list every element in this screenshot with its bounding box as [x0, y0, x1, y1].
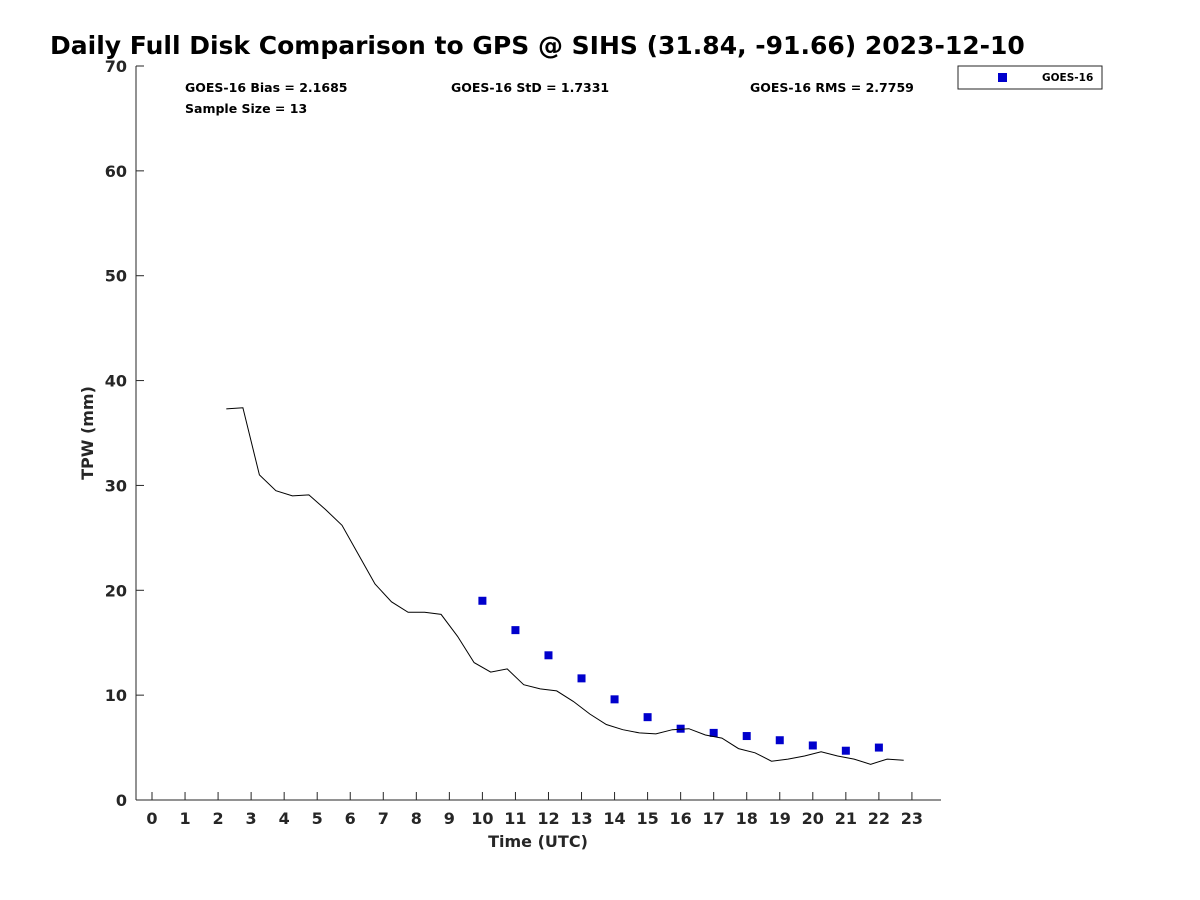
stats-block: GOES-16 Bias = 2.1685 GOES-16 StD = 1.73… — [185, 80, 914, 116]
legend-box — [957, 65, 1103, 90]
x-tick-label: 13 — [570, 809, 592, 828]
y-tick-label: 50 — [105, 267, 127, 286]
x-tick-label: 6 — [345, 809, 356, 828]
goes-16-point — [874, 743, 883, 752]
x-tick-label: 11 — [504, 809, 526, 828]
gps-line — [226, 407, 904, 765]
goes-16-point — [841, 746, 850, 755]
x-tick-label: 10 — [471, 809, 493, 828]
y-ticks: 0 10 20 30 40 50 60 70 — [105, 57, 144, 810]
goes-16-point — [478, 596, 487, 605]
x-axis-label: Time (UTC) — [488, 832, 588, 851]
x-tick-label: 23 — [901, 809, 923, 828]
stat-sample-size: Sample Size = 13 — [185, 101, 307, 116]
x-tick-label: 19 — [769, 809, 791, 828]
goes-16-point — [511, 626, 520, 635]
goes-16-point — [544, 651, 553, 660]
y-axis-label: TPW (mm) — [78, 386, 97, 480]
stat-bias: GOES-16 Bias = 2.1685 — [185, 80, 347, 95]
x-tick-label: 5 — [312, 809, 323, 828]
x-tick-label: 16 — [670, 809, 692, 828]
y-tick-label: 60 — [105, 162, 127, 181]
axes — [135, 66, 941, 801]
stat-std: GOES-16 StD = 1.7331 — [451, 80, 609, 95]
goes-16-point — [709, 728, 718, 737]
x-tick-label: 20 — [802, 809, 824, 828]
plot-area — [226, 407, 904, 765]
y-tick-label: 30 — [105, 476, 127, 495]
x-tick-label: 7 — [378, 809, 389, 828]
x-tick-label: 8 — [411, 809, 422, 828]
stat-rms: GOES-16 RMS = 2.7759 — [750, 80, 914, 95]
goes-16-point — [775, 736, 784, 745]
y-tick-label: 40 — [105, 372, 127, 391]
x-tick-label: 12 — [537, 809, 559, 828]
y-tick-label: 10 — [105, 686, 127, 705]
y-tick-label: 0 — [116, 791, 127, 810]
x-tick-label: 21 — [835, 809, 857, 828]
y-tick-label: 70 — [105, 57, 127, 76]
goes-16-point — [643, 713, 652, 722]
legend: GOES-16 — [957, 65, 1103, 90]
x-tick-label: 3 — [246, 809, 257, 828]
x-tick-label: 14 — [603, 809, 625, 828]
x-tick-label: 4 — [279, 809, 290, 828]
chart-title: Daily Full Disk Comparison to GPS @ SIHS… — [50, 31, 1025, 60]
x-tick-label: 2 — [213, 809, 224, 828]
x-tick-label: 17 — [703, 809, 725, 828]
x-tick-label: 18 — [736, 809, 758, 828]
goes-16-point — [577, 674, 586, 683]
goes-16-point — [808, 741, 817, 750]
x-tick-label: 1 — [179, 809, 190, 828]
x-tick-label: 9 — [444, 809, 455, 828]
y-tick-label: 20 — [105, 581, 127, 600]
legend-label-goes-16: GOES-16 — [1042, 72, 1093, 84]
x-tick-label: 15 — [636, 809, 658, 828]
x-tick-label: 0 — [146, 809, 157, 828]
goes-16-point — [610, 695, 619, 704]
goes-16-point — [676, 724, 685, 733]
x-ticks: 0 1 2 3 4 5 6 7 8 9 10 11 12 13 14 15 16 17 18 19 20 21 22 23 — [146, 792, 923, 828]
x-tick-label: 22 — [868, 809, 890, 828]
legend-marker-goes-16 — [998, 73, 1007, 82]
goes-16-point — [742, 732, 751, 741]
